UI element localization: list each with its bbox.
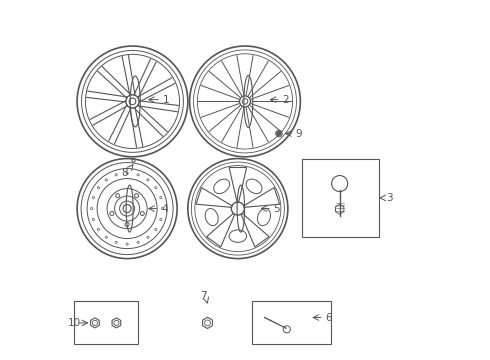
Text: 1: 1 bbox=[163, 95, 170, 105]
Text: 6: 6 bbox=[325, 312, 332, 323]
Text: 4: 4 bbox=[161, 203, 168, 213]
Text: 5: 5 bbox=[273, 203, 280, 213]
Bar bbox=[302, 158, 379, 237]
Text: 10: 10 bbox=[68, 318, 81, 328]
Text: 7: 7 bbox=[200, 291, 207, 301]
Text: 9: 9 bbox=[296, 129, 302, 139]
Text: 3: 3 bbox=[386, 193, 392, 203]
Bar bbox=[252, 301, 331, 344]
Text: 2: 2 bbox=[283, 95, 289, 105]
Text: 8: 8 bbox=[121, 168, 127, 178]
Bar bbox=[74, 301, 138, 344]
